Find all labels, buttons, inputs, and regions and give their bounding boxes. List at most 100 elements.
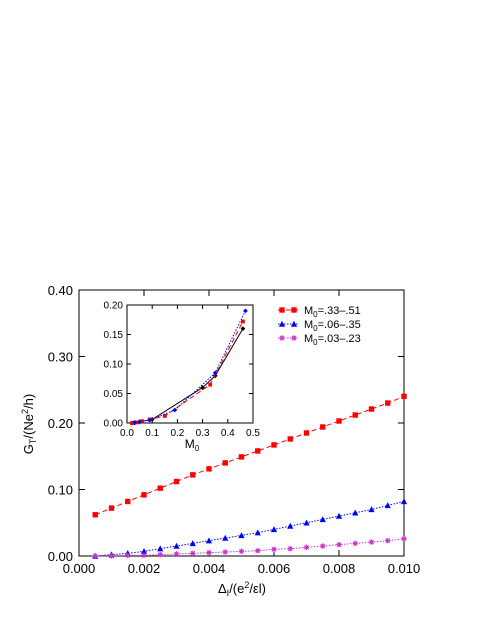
main-series-0-point <box>108 505 115 511</box>
inset-series-2-point <box>172 407 178 413</box>
main-series-2-point <box>385 538 391 544</box>
inset-x-tick-label: 0.2 <box>170 428 184 439</box>
legend-swatch-marker <box>279 307 285 313</box>
main-y-tick-label: 0.30 <box>48 350 73 365</box>
legend-swatch-marker <box>291 307 297 313</box>
main-series-0-line <box>95 395 405 516</box>
main-series-1-point <box>319 516 326 523</box>
main-series-0-point <box>206 466 212 472</box>
main-series-0-point <box>320 424 326 430</box>
main-series-0-point <box>157 485 163 491</box>
main-series-2-point <box>238 548 245 555</box>
main-series-1-point <box>335 512 343 519</box>
inset-series-1-point <box>135 420 139 425</box>
inset-x-tick-label: 0.3 <box>196 428 210 439</box>
legend-swatch-marker <box>279 335 285 341</box>
inset-y-ticks: 0.00 0.05 0.10 0.15 0.20 <box>104 301 253 430</box>
main-series-2-point <box>271 546 277 553</box>
main-x-axis-label: ΔI/(e2/εl) <box>218 580 266 598</box>
main-y-tick-label: 0.20 <box>48 416 73 431</box>
main-series-0-point <box>368 406 375 412</box>
inset-x-tick-label: 0.0 <box>120 428 134 439</box>
main-series-0-point <box>141 492 147 498</box>
main-y-axis-label: GT/(Ne2/h) <box>20 394 38 454</box>
main-series-2-point <box>141 552 147 559</box>
main-y-ticks: 0.00 0.10 0.20 0.30 0.40 <box>48 283 404 564</box>
inset-series-1-point <box>241 319 245 324</box>
main-series-2-point <box>190 550 196 557</box>
main-series-0-point <box>287 436 293 442</box>
main-series-0-point <box>401 393 407 400</box>
main-series-0-point <box>222 460 228 466</box>
main-series-1-line <box>95 500 405 557</box>
inset-series-2-point <box>243 308 248 314</box>
inset-plot-frame <box>126 304 254 424</box>
main-series-1-point <box>368 506 375 513</box>
main-series-2-point <box>173 551 180 557</box>
main-series-0-point <box>352 412 358 418</box>
main-series-2-point <box>303 544 310 551</box>
main-series-1-point <box>140 548 148 555</box>
main-series-0-point <box>125 498 131 505</box>
main-series-1-point <box>157 545 164 552</box>
main-x-tick-label: 0.010 <box>388 561 421 576</box>
main-series-2-point <box>287 545 293 552</box>
inset-y-tick-label: 0.00 <box>104 419 124 430</box>
main-series-2-point <box>368 539 375 545</box>
main-series-0-point <box>385 400 391 406</box>
main-series-2-point <box>336 541 342 548</box>
main-x-tick-label: 0.002 <box>128 561 161 576</box>
inset-series-1-point <box>208 382 213 387</box>
inset-x-tick-label: 0.4 <box>221 428 235 439</box>
legend-label: M0=.03–.23 <box>304 333 361 347</box>
inset-x-axis-label: M0 <box>185 437 200 453</box>
inset-series-2-point <box>212 370 218 376</box>
inset-series-1-point <box>162 414 167 418</box>
main-series-1-point <box>287 522 294 529</box>
legend-label: M0=.06–.35 <box>304 319 361 333</box>
main-series-2-point <box>157 551 163 558</box>
inset-series-1-point <box>140 419 145 424</box>
inset-series-2-point <box>147 417 153 423</box>
main-x-tick-label: 0.008 <box>323 561 356 576</box>
main-series-2-point <box>206 549 212 556</box>
inset-x-tick-label: 0.1 <box>145 428 159 439</box>
main-series-0-point <box>238 454 245 460</box>
main-series-0-point <box>336 418 342 424</box>
main-series-1-point <box>254 529 261 536</box>
main-series-1-point <box>352 509 359 516</box>
legend-swatch-marker <box>290 320 298 327</box>
main-y-tick-label: 0.10 <box>48 483 73 498</box>
main-y-tick-label: 0.00 <box>48 549 73 564</box>
inset-y-tick-label: 0.10 <box>104 360 124 371</box>
main-series-0-point <box>173 478 180 485</box>
main-series-1-point <box>173 542 180 549</box>
inset-plot: 0.000.050.100.150.20 0.0 0.1 0.2 0.3 0.4 0.5 … <box>104 301 261 454</box>
main-series-2-point <box>352 540 358 547</box>
main-series-1-point <box>222 534 229 541</box>
inset-x-ticks: 0.0 0.1 0.2 0.3 0.4 0.5 <box>120 305 260 439</box>
main-series-1-point <box>270 526 278 533</box>
inset-series-1-point <box>130 421 134 425</box>
main-series-2-point <box>255 547 261 554</box>
main-series-2-point <box>108 553 115 559</box>
main-series-1-point <box>205 537 213 544</box>
main-series-0-point <box>190 472 196 478</box>
legend-swatch-marker <box>278 320 286 327</box>
inset-y-tick-label: 0.05 <box>104 389 124 400</box>
main-series-2-point <box>401 536 407 542</box>
main-series-2-point <box>320 543 326 549</box>
main-series <box>92 393 408 559</box>
main-x-tick-label: 0.006 <box>258 561 291 576</box>
legend-label: M0=.33–.51 <box>304 305 361 319</box>
main-series-2-point <box>222 549 228 555</box>
main-x-ticks: 0.000 0.002 0.004 0.006 0.008 0.010 <box>63 290 421 576</box>
main-series-2-point <box>125 552 131 559</box>
inset-series-2-point <box>132 420 137 425</box>
inset-y-tick-label: 0.15 <box>104 330 124 341</box>
inset-x-tick-label: 0.5 <box>246 428 260 439</box>
main-series-1-point <box>384 502 391 509</box>
inset-y-tick-label: 0.20 <box>104 301 124 312</box>
